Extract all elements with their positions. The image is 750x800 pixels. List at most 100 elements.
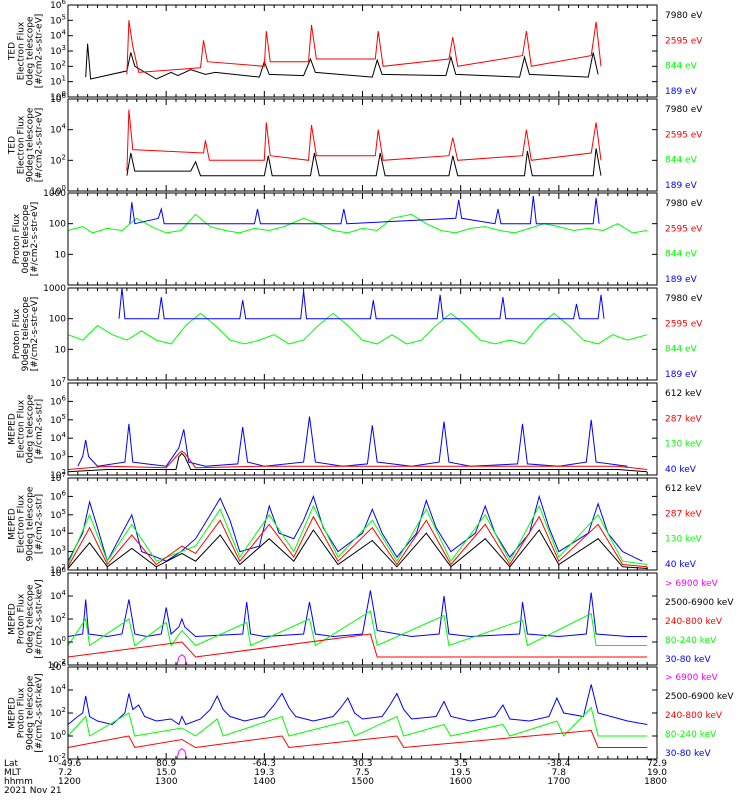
legend-entry: 7980 eV [665, 105, 703, 115]
x-tick-label: 1600 [449, 777, 472, 787]
y-tick-label-exp: -2 [59, 752, 66, 760]
legend-entry: 7980 eV [665, 294, 703, 304]
y-axis-label-line: MEPED [8, 508, 18, 540]
y-tick-label: 102 [50, 612, 66, 625]
y-tick-label: 103 [50, 450, 66, 463]
legend-entry: 40 keV [665, 560, 697, 570]
y-axis-label-line: Proton Flux [17, 593, 27, 644]
y-tick-label-exp: 0 [62, 90, 66, 98]
y-tick-label-base: 10 [50, 615, 62, 625]
y-tick-label: 104 [50, 589, 66, 602]
panel-2-series-black [126, 148, 602, 177]
legend-entry: 844 eV [665, 250, 698, 260]
y-tick-label: 105 [50, 413, 66, 426]
y-tick-label-base: 10 [50, 453, 62, 463]
y-tick-label-base: 10 [50, 471, 62, 481]
y-tick-label-exp: 2 [62, 153, 66, 161]
panel-7-series-magenta [176, 653, 188, 666]
x-axis-row-label: Lat [4, 759, 19, 769]
y-tick-label-exp: 4 [62, 683, 67, 691]
x-tick-label: 80.9 [156, 759, 176, 769]
y-tick-label-base: 10 [50, 529, 62, 539]
panel-6-series-red [67, 515, 648, 568]
panel-5-series-red [67, 450, 648, 470]
legend-entry: 844 eV [665, 62, 698, 72]
y-tick-label-exp: 4 [62, 589, 67, 597]
y-tick-label: 104 [50, 431, 66, 444]
y-tick-label-exp: 6 [62, 92, 67, 100]
x-tick-label: 1300 [155, 777, 178, 787]
y-tick-label-exp: 5 [62, 13, 66, 21]
y-axis-label-line: 0deg telescope [26, 394, 36, 464]
y-tick-label-base: 10 [50, 686, 62, 696]
legend-entry: 130 keV [665, 535, 702, 545]
panel-1-series-red [126, 20, 602, 75]
y-axis-label-line: 90deg telescope [26, 675, 36, 750]
legend-entry: 287 keV [665, 509, 702, 519]
y-tick-label-exp: 2 [62, 563, 66, 571]
legend-entry: 2595 eV [665, 319, 703, 329]
y-tick-label-base: 10 [50, 1, 62, 11]
y-axis-label-line: [#/cm2-s-str-eV] [35, 14, 45, 89]
y-tick-label-base: 10 [50, 32, 62, 42]
y-axis-label-line: Electron Flux [17, 399, 27, 458]
legend-entry: 80-240 keV [665, 730, 717, 740]
y-tick-label: 102 [50, 563, 66, 576]
y-tick-label: 105 [50, 13, 66, 26]
y-axis-label-line: [#/cm2-s-str] [35, 494, 45, 554]
legend-entry: 844 eV [665, 156, 698, 166]
y-tick-label-exp: 3 [62, 44, 66, 52]
y-tick-label: 102 [50, 153, 66, 166]
y-tick-label: 106 [50, 0, 66, 11]
y-axis-label-line: MEPED [8, 603, 18, 635]
y-tick-label-exp: 2 [62, 468, 66, 476]
y-tick-label-base: 10 [50, 16, 62, 26]
y-tick-label: 10 [55, 345, 67, 355]
y-tick-label: 10-2 [48, 658, 66, 671]
y-axis-label-line: Proton Flux [12, 308, 22, 359]
y-tick-label-exp: 6 [62, 0, 67, 6]
y-axis-label-line: 0deg telescope [26, 584, 36, 654]
y-tick-label-base: 10 [50, 397, 62, 407]
y-tick-label-base: 10 [50, 474, 62, 484]
y-tick-label-exp: 0 [62, 184, 66, 192]
y-tick-label-base: 10 [50, 416, 62, 426]
x-tick-label: 1400 [253, 777, 276, 787]
legend-entry: 7980 eV [665, 199, 703, 209]
y-tick-label-exp: 2 [62, 612, 66, 620]
panel-8-series-green [67, 706, 648, 737]
panel-1-series-black [85, 43, 599, 80]
y-tick-label: 101 [50, 75, 66, 88]
y-axis-label-line: 90deg telescope [21, 296, 31, 371]
legend-entry: 189 eV [665, 370, 698, 380]
y-tick-label-base: 10 [50, 95, 62, 105]
y-tick-label-exp: 6 [62, 660, 67, 668]
x-tick-label: -38.4 [547, 759, 571, 769]
panel-6-series-black [67, 529, 648, 569]
y-tick-label-base: 10 [50, 47, 62, 57]
legend-entry: 2500-6900 keV [665, 598, 734, 608]
legend-entry: > 6900 keV [665, 673, 719, 683]
panel-8-series-red [67, 729, 648, 749]
y-axis-label-line: Proton Flux [17, 687, 27, 738]
y-tick-label: 102 [50, 468, 66, 481]
y-tick-label-exp: 3 [62, 450, 66, 458]
x-tick-label: 1700 [547, 777, 570, 787]
x-tick-label: 72.9 [647, 759, 667, 769]
y-axis-label-line: TED [8, 136, 18, 155]
y-tick-label-exp: 7 [62, 471, 66, 479]
y-tick-label: 105 [50, 508, 66, 521]
y-tick-label-base: 10 [50, 592, 62, 602]
panel-frame [67, 287, 658, 381]
y-axis-label-line: MEPED [8, 413, 18, 445]
panel-7-series-green [67, 610, 648, 647]
panel-5-series-black [67, 452, 648, 473]
x-axis-row-label: MLT [4, 768, 22, 778]
y-tick-label-exp: 6 [62, 566, 67, 574]
y-tick-label: 106 [50, 566, 66, 579]
y-tick-label-base: 10 [50, 548, 62, 558]
y-axis-label-line: Proton Flux [12, 213, 22, 264]
y-tick-label: 106 [50, 489, 66, 502]
